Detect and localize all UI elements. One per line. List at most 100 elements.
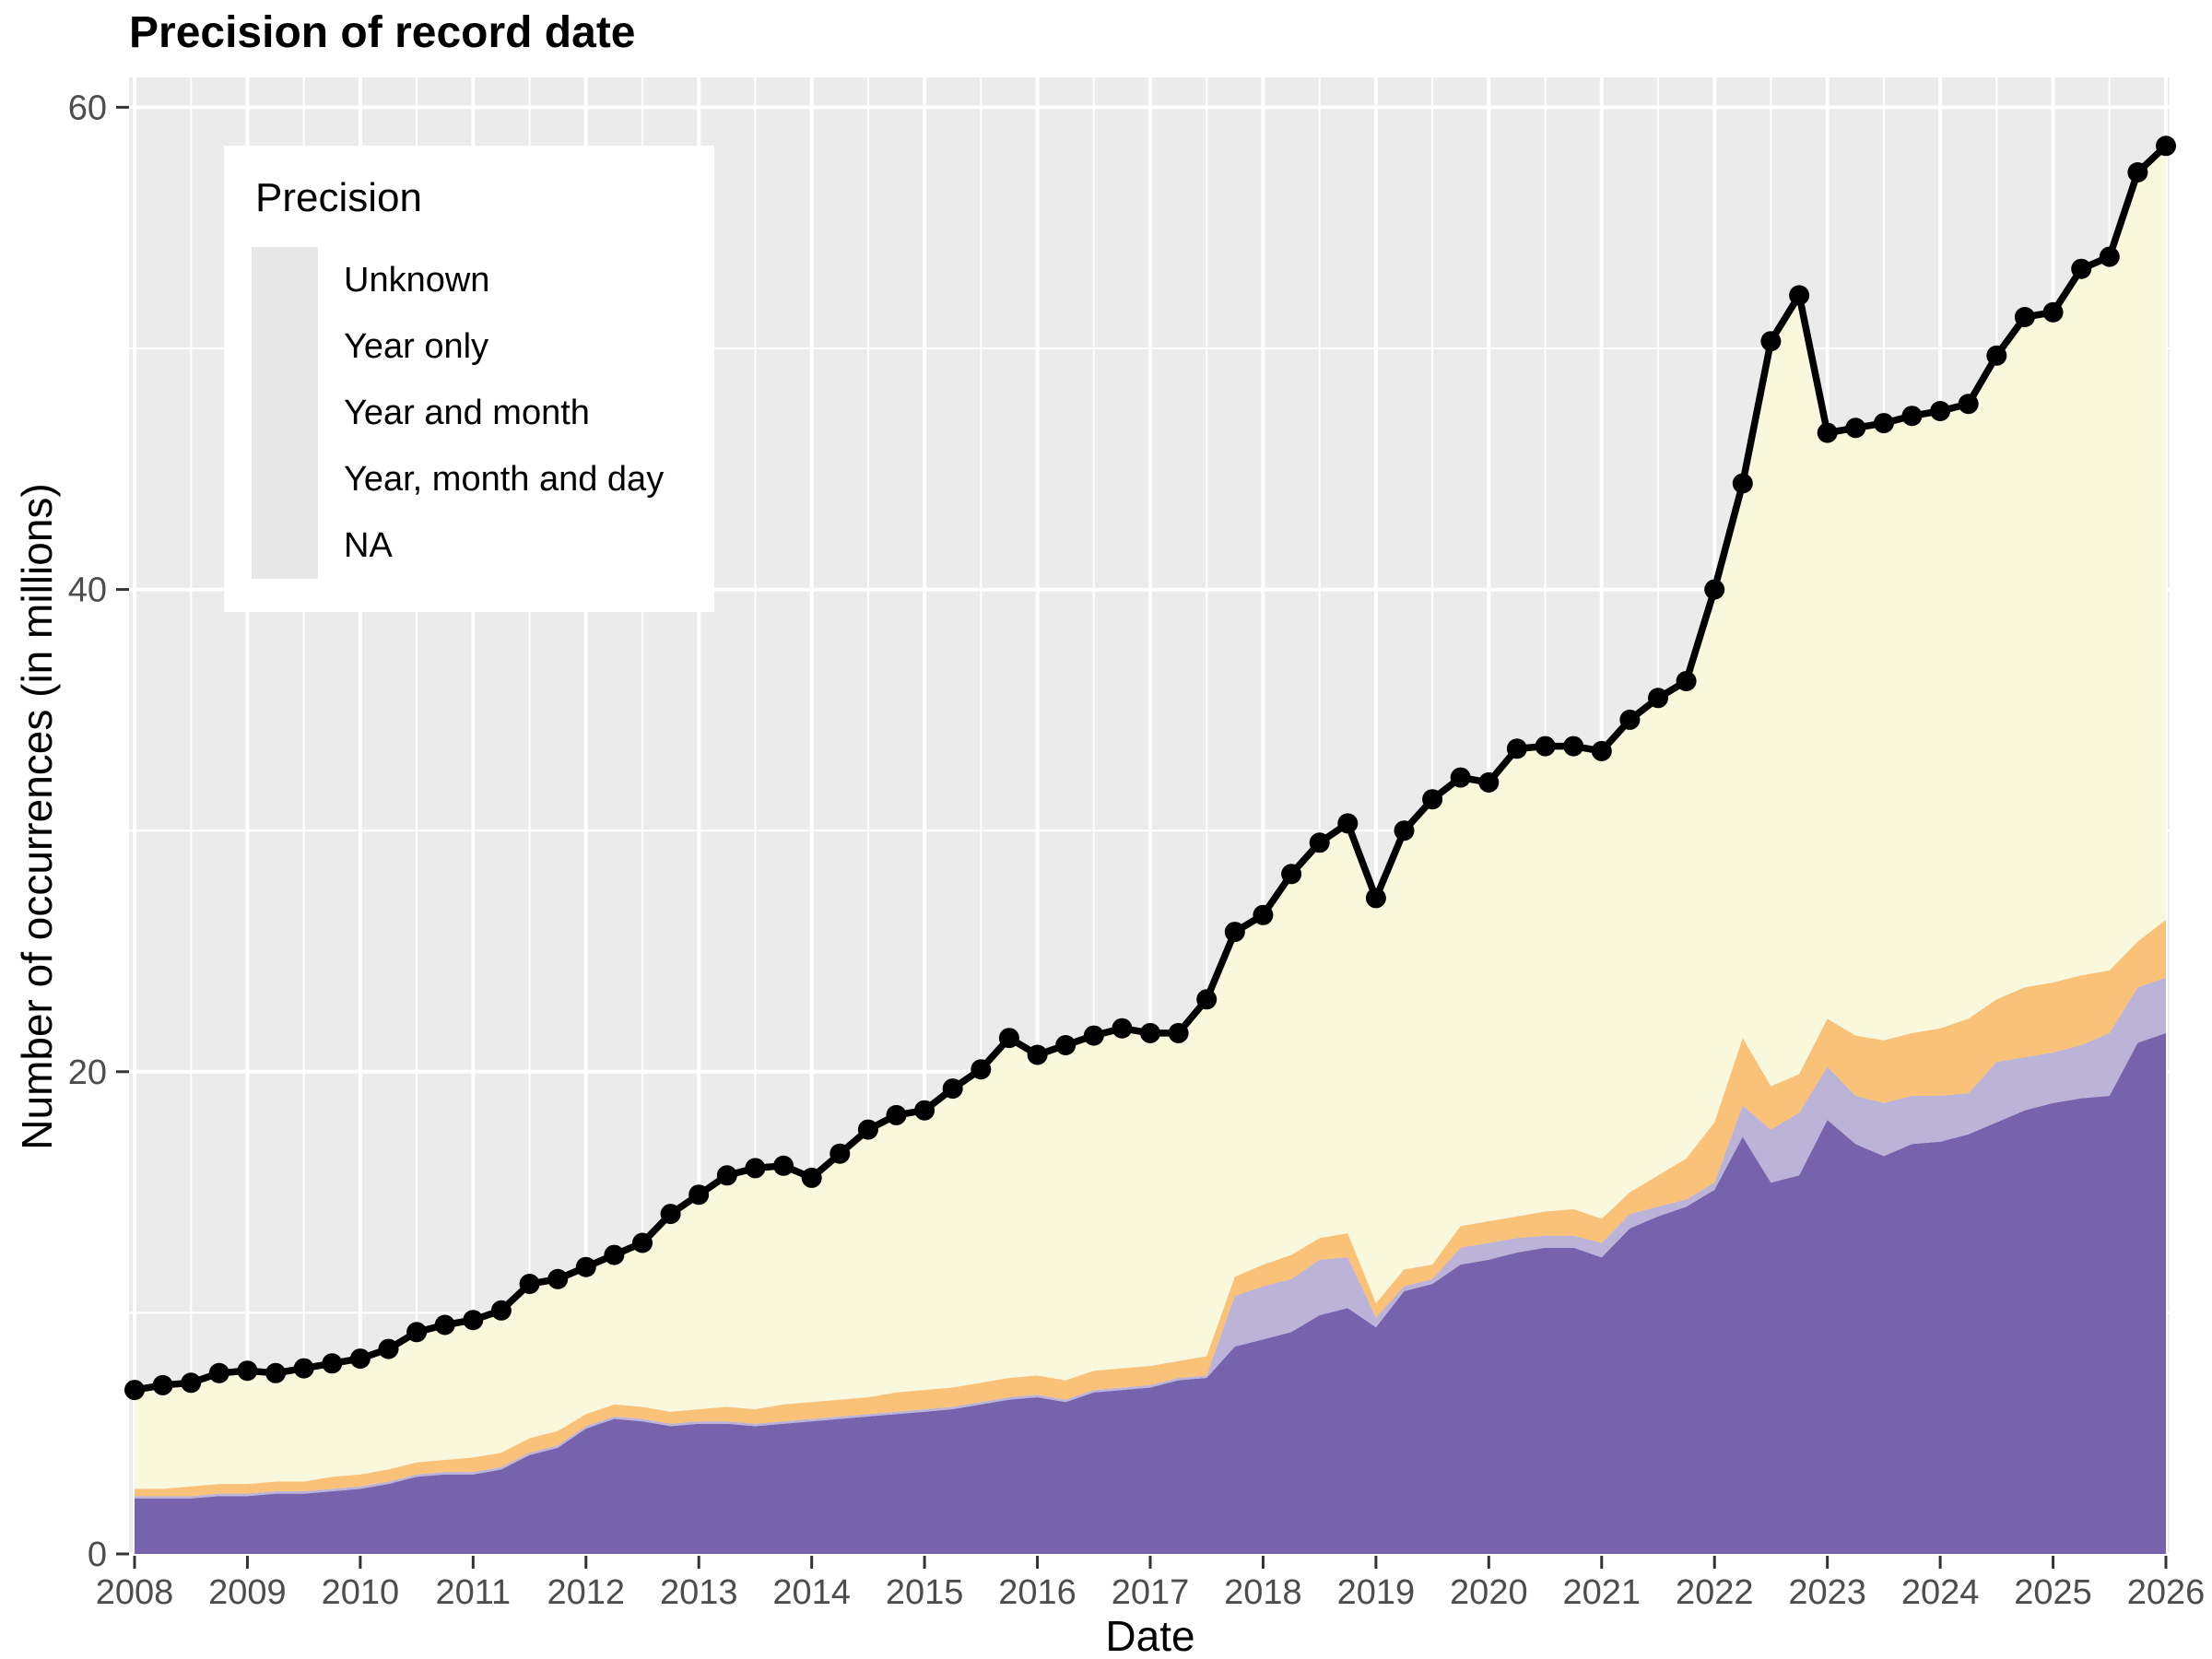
data-point xyxy=(349,1348,371,1370)
data-point xyxy=(1281,864,1302,885)
area-unknown xyxy=(135,146,2166,1489)
data-point xyxy=(1365,888,1386,909)
data-point xyxy=(1619,709,1641,730)
legend-swatch-year-month-day xyxy=(252,446,318,512)
y-tick-label-0: 0 xyxy=(88,1535,107,1574)
x-tick-label-2024: 2024 xyxy=(1901,1573,1980,1612)
data-point xyxy=(716,1165,737,1186)
x-tick-label-2020: 2020 xyxy=(1450,1573,1528,1612)
data-point xyxy=(124,1380,145,1401)
x-tick-label-2026: 2026 xyxy=(2127,1573,2206,1612)
data-point xyxy=(1083,1025,1104,1046)
data-point xyxy=(1196,989,1218,1010)
x-tick-label-2023: 2023 xyxy=(1788,1573,1866,1612)
legend-item-na: NA xyxy=(252,512,714,579)
data-point xyxy=(1845,418,1866,439)
data-point xyxy=(2099,246,2120,267)
legend-label-unknown: Unknown xyxy=(344,260,490,300)
data-point xyxy=(1676,671,1697,691)
data-point xyxy=(745,1158,766,1179)
data-point xyxy=(575,1256,596,1277)
data-point xyxy=(1563,735,1584,757)
legend-items: Unknown Year only Year and month Year, m… xyxy=(252,247,714,579)
data-point xyxy=(830,1143,851,1164)
data-point xyxy=(1027,1044,1048,1065)
axes: 2008 2009 2010 2011 2012 2013 2014 2015 2016 2017… xyxy=(68,88,2206,1612)
x-tick-label-2018: 2018 xyxy=(1224,1573,1302,1612)
x-tick-label-2010: 2010 xyxy=(322,1573,400,1612)
data-point xyxy=(1337,813,1359,834)
data-point xyxy=(1535,735,1556,757)
chart-title: Precision of record date xyxy=(129,8,636,57)
data-point xyxy=(1930,401,1951,421)
x-tick-label-2009: 2009 xyxy=(208,1573,287,1612)
data-point xyxy=(237,1360,258,1382)
data-point xyxy=(490,1300,512,1321)
legend-label-na: NA xyxy=(344,525,393,565)
data-point xyxy=(1873,413,1894,434)
data-point xyxy=(1450,767,1471,788)
data-point xyxy=(152,1374,173,1395)
legend-item-year-only: Year only xyxy=(252,313,714,380)
data-point xyxy=(463,1310,484,1331)
legend-item-year-month-day: Year, month and day xyxy=(252,446,714,512)
data-point xyxy=(2071,258,2092,279)
data-point xyxy=(1112,1018,1133,1039)
stacked-areas xyxy=(135,146,2166,1554)
data-point xyxy=(1732,473,1753,494)
data-point xyxy=(998,1028,1019,1049)
x-tick-label-2016: 2016 xyxy=(998,1573,1077,1612)
x-tick-label-2019: 2019 xyxy=(1337,1573,1416,1612)
y-axis-title: Number of occurrences (in millions) xyxy=(13,483,61,1150)
data-point xyxy=(1478,771,1500,793)
x-tick-label-2025: 2025 xyxy=(2014,1573,2092,1612)
data-point xyxy=(1253,904,1274,925)
x-tick-label-2011: 2011 xyxy=(435,1573,511,1612)
data-point xyxy=(406,1322,428,1343)
legend-label-year-only: Year only xyxy=(344,326,489,366)
data-point xyxy=(942,1078,963,1100)
legend-swatch-year-only xyxy=(252,313,318,380)
data-point xyxy=(2156,135,2176,157)
data-point xyxy=(1817,422,1838,443)
data-point xyxy=(1422,789,1443,810)
data-point xyxy=(434,1314,455,1335)
legend-label-year-month-day: Year, month and day xyxy=(344,459,665,499)
x-tick-label-2014: 2014 xyxy=(772,1573,851,1612)
x-tick-label-2008: 2008 xyxy=(96,1573,174,1612)
data-point xyxy=(181,1372,202,1394)
data-point xyxy=(1986,345,2007,366)
legend-swatch-na xyxy=(252,512,318,579)
data-point xyxy=(1055,1035,1077,1055)
data-point xyxy=(604,1244,625,1265)
data-point xyxy=(971,1059,992,1080)
data-point xyxy=(378,1338,399,1359)
x-tick-label-2017: 2017 xyxy=(1112,1573,1190,1612)
data-point xyxy=(1648,688,1668,709)
data-point xyxy=(1958,394,1979,415)
legend-label-year-and-month: Year and month xyxy=(344,393,590,432)
x-axis-title: Date xyxy=(1105,1612,1195,1659)
data-point xyxy=(1760,331,1782,352)
data-point xyxy=(265,1362,287,1383)
legend-swatch-unknown xyxy=(252,247,318,313)
x-tick-label-2021: 2021 xyxy=(1563,1573,1641,1612)
data-point xyxy=(886,1104,907,1125)
data-point xyxy=(1309,832,1330,853)
data-point xyxy=(293,1358,314,1379)
y-tick-label-20: 20 xyxy=(68,1053,107,1092)
x-tick-label-2022: 2022 xyxy=(1676,1573,1754,1612)
data-point xyxy=(1901,406,1923,427)
data-point xyxy=(914,1100,935,1121)
data-point xyxy=(208,1362,229,1383)
legend-title: Precision xyxy=(255,175,422,220)
data-point xyxy=(1224,922,1245,943)
data-point xyxy=(688,1184,710,1206)
data-point xyxy=(773,1155,794,1176)
data-point xyxy=(322,1353,343,1374)
data-point xyxy=(801,1167,822,1188)
y-tick-label-40: 40 xyxy=(68,571,107,610)
data-point xyxy=(1140,1022,1160,1043)
area-year-only xyxy=(135,920,2166,1497)
